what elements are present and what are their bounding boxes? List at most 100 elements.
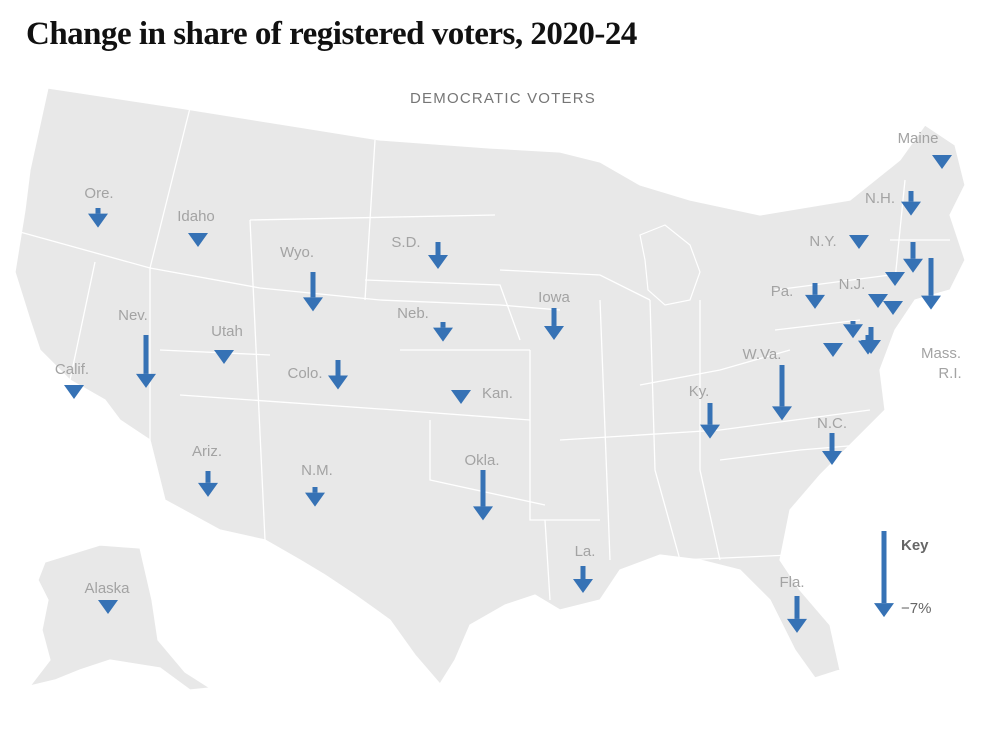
arrow-maine-head — [932, 155, 952, 169]
arrow-mass — [921, 258, 941, 310]
alaska-shape — [28, 544, 212, 691]
arrow-md — [843, 321, 863, 339]
arrow-colo-shaft — [335, 360, 341, 376]
arrow-r-i-head — [903, 258, 923, 273]
border-line — [249, 214, 496, 221]
border-line — [599, 299, 611, 561]
arrow-colo — [328, 360, 348, 390]
border-line — [544, 519, 551, 601]
state-labels: Ore. Idaho Calif. Nev. Utah Ariz. Wyo. Colo. N.M… — [55, 130, 962, 597]
state-label-utah: Utah — [211, 323, 243, 340]
arrow-wyo-shaft — [310, 272, 316, 298]
arrow-del-shaft — [868, 327, 874, 341]
arrow-ky — [700, 403, 720, 439]
state-label-nev: Nev. — [118, 307, 148, 324]
arrow-iowa-shaft — [551, 308, 557, 326]
state-label-r-i: R.I. — [938, 365, 961, 382]
state-label-neb: Neb. — [397, 305, 429, 322]
arrow-fla-shaft — [794, 596, 800, 619]
arrow-iowa — [544, 308, 564, 340]
state-label-w-va: W.Va. — [743, 346, 782, 363]
arrow-la-shaft — [580, 566, 586, 580]
arrow-neb — [433, 322, 453, 342]
state-label-n-j: N.J. — [839, 276, 866, 293]
state-label-n-m: N.M. — [301, 462, 333, 479]
legend-key: Key −7% — [874, 531, 931, 618]
state-label-ore: Ore. — [84, 185, 113, 202]
arrow-vt — [883, 301, 903, 315]
state-label-n-h: N.H. — [865, 190, 895, 207]
arrow-idaho — [188, 233, 208, 247]
state-label-n-c: N.C. — [817, 415, 847, 432]
border-line — [179, 394, 531, 421]
arrow-kan-head — [451, 390, 471, 404]
arrow-d-c — [858, 335, 878, 355]
state-label-s-d: S.D. — [391, 234, 420, 251]
state-label-n-y: N.Y. — [809, 233, 836, 250]
border-line — [894, 179, 906, 281]
state-arrows — [64, 155, 952, 633]
arrow-w-va — [772, 365, 792, 421]
arrow-n-m-head — [305, 492, 325, 507]
border-line — [639, 349, 791, 386]
map-svg: Ore. Idaho Calif. Nev. Utah Ariz. Wyo. Colo. N.M… — [14, 87, 966, 691]
arrow-r-i-shaft — [910, 242, 916, 259]
arrow-va-head — [823, 343, 843, 357]
state-label-idaho: Idaho — [177, 208, 215, 225]
arrow-neb-shaft — [440, 322, 446, 328]
arrow-pa-shaft — [812, 283, 818, 295]
state-label-la: La. — [575, 543, 596, 560]
arrow-w-va-shaft — [779, 365, 785, 407]
arrow-ore-head — [88, 213, 108, 228]
arrow-vt-head — [883, 301, 903, 315]
arrow-va — [823, 343, 843, 357]
arrow-okla-shaft — [480, 470, 486, 507]
key-arrow-shaft — [881, 531, 887, 604]
border-line — [649, 299, 681, 561]
arrow-nev — [136, 335, 156, 388]
arrow-ky-shaft — [707, 403, 713, 425]
arrow-r-i — [903, 242, 923, 273]
arrow-w-va-head — [772, 406, 792, 421]
arrow-md-head — [843, 324, 863, 339]
contiguous-us-shape — [14, 87, 966, 686]
arrow-fla-head — [787, 618, 807, 633]
border-line — [499, 269, 651, 301]
arrow-n-j-head — [868, 294, 888, 308]
arrow-ore — [88, 208, 108, 228]
state-label-wyo: Wyo. — [280, 244, 314, 261]
border-line — [559, 409, 871, 441]
arrow-pa-head — [805, 294, 825, 309]
arrow-ariz-shaft — [205, 471, 211, 483]
arrow-ariz — [198, 471, 218, 497]
border-line — [249, 219, 266, 541]
arrow-n-m-shaft — [312, 487, 318, 493]
border-line — [69, 261, 96, 381]
state-label-iowa: Iowa — [538, 289, 570, 306]
arrow-idaho-head — [188, 233, 208, 247]
arrow-conn-head — [885, 272, 905, 286]
state-label-colo: Colo. — [287, 365, 322, 382]
arrow-utah — [214, 350, 234, 364]
key-title: Key — [901, 537, 929, 554]
state-label-calif: Calif. — [55, 361, 89, 378]
state-label-pa: Pa. — [771, 283, 794, 300]
border-line — [774, 274, 891, 291]
map-subtitle: DEMOCRATIC VOTERS — [410, 90, 596, 107]
arrow-n-j — [868, 294, 888, 308]
michigan-shape — [639, 224, 701, 306]
state-label-fla: Fla. — [779, 574, 804, 591]
arrow-calif-head — [64, 385, 84, 399]
state-label-ariz: Ariz. — [192, 443, 222, 460]
arrow-kan — [451, 390, 471, 404]
arrow-n-c — [822, 433, 842, 465]
arrow-alaska — [98, 600, 118, 614]
arrow-s-d-shaft — [435, 242, 441, 256]
border-line — [19, 231, 561, 311]
border-line — [364, 139, 376, 301]
state-label-mass: Mass. — [921, 345, 961, 362]
arrow-nev-head — [136, 373, 156, 388]
arrow-utah-head — [214, 350, 234, 364]
arrow-colo-head — [328, 375, 348, 390]
key-arrow — [874, 531, 894, 618]
